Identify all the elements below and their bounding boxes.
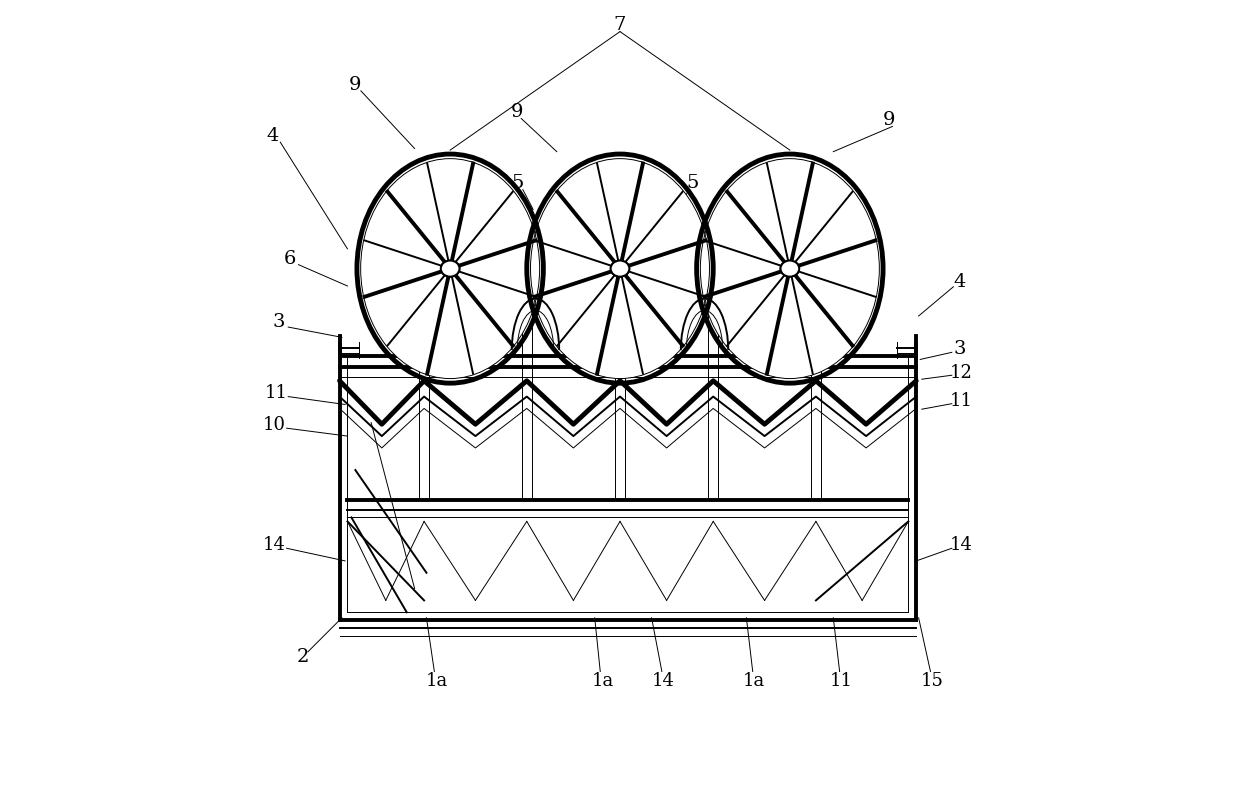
Ellipse shape	[701, 159, 879, 378]
Text: 11: 11	[950, 393, 972, 410]
Text: 1a: 1a	[743, 672, 765, 690]
Ellipse shape	[441, 261, 460, 276]
Text: 5: 5	[511, 175, 523, 192]
Text: 3: 3	[273, 314, 285, 331]
Text: 14: 14	[950, 536, 972, 554]
Ellipse shape	[441, 261, 460, 276]
Ellipse shape	[610, 261, 630, 276]
Ellipse shape	[780, 261, 799, 276]
Text: 7: 7	[614, 17, 626, 34]
Ellipse shape	[780, 261, 799, 276]
Text: 11: 11	[265, 385, 288, 402]
Text: 11: 11	[830, 672, 853, 690]
Ellipse shape	[361, 159, 539, 378]
Text: 9: 9	[350, 77, 362, 94]
Text: 12: 12	[950, 364, 972, 382]
Text: 1a: 1a	[591, 672, 614, 690]
Text: 14: 14	[652, 672, 675, 690]
Ellipse shape	[531, 159, 709, 378]
Text: 14: 14	[263, 536, 285, 554]
Text: 3: 3	[954, 340, 966, 358]
Text: 4: 4	[954, 273, 966, 291]
Text: 10: 10	[263, 416, 285, 434]
Text: 2: 2	[296, 649, 309, 666]
Text: 5: 5	[687, 175, 699, 192]
Text: 4: 4	[267, 127, 279, 145]
Text: 6: 6	[284, 250, 296, 268]
Text: 9: 9	[511, 103, 523, 121]
Text: 9: 9	[883, 111, 895, 129]
Text: 1a: 1a	[425, 672, 448, 690]
Ellipse shape	[610, 261, 630, 276]
Text: 15: 15	[920, 672, 944, 690]
